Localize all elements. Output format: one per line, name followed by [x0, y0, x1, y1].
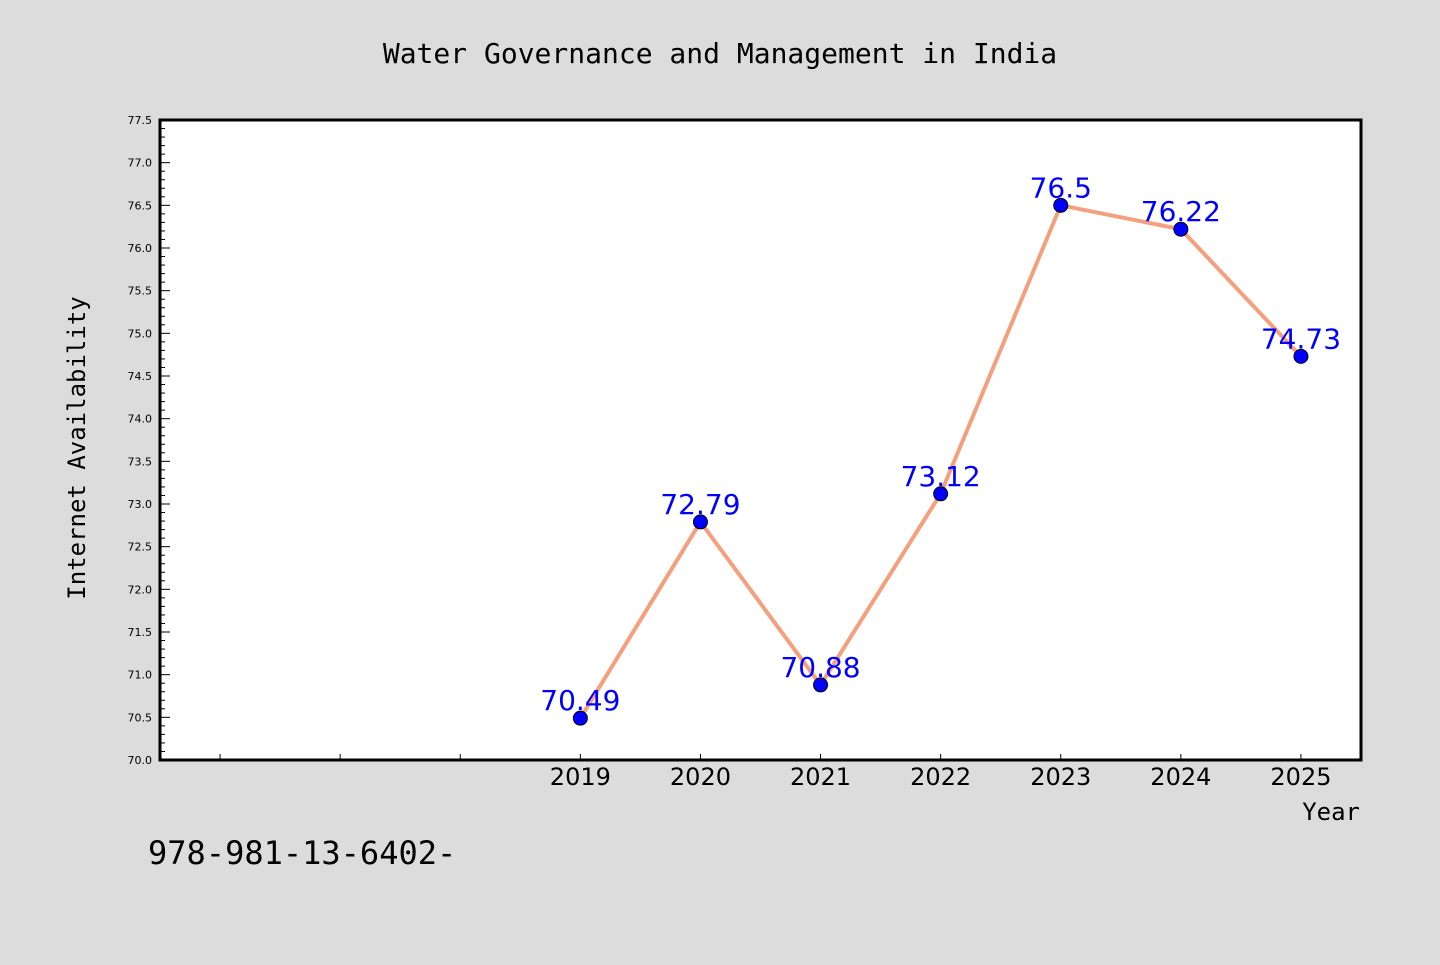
footer-code: 978-981-13-6402- [148, 834, 456, 872]
data-point [572, 710, 588, 726]
y-tick-label: 74.0 [128, 413, 153, 426]
y-tick-label: 70.5 [128, 711, 153, 724]
plot-frame [158, 118, 1363, 762]
data-label: 76.5 [1030, 171, 1092, 204]
y-tick-label: 77.0 [128, 157, 153, 170]
y-tick-label: 76.5 [128, 199, 153, 212]
y-tick-label: 73.5 [128, 455, 153, 468]
data-label: 74.73 [1261, 322, 1341, 355]
y-tick-label: 70.0 [128, 754, 153, 767]
y-axis-label: Internet Availability [63, 296, 91, 599]
y-axis: 70.0 70.5 71.0 71.5 72.0 72.5 73.0 73.5 74.0 74.5… [128, 114, 170, 767]
data-point [1293, 348, 1309, 364]
y-tick-label: 72.5 [128, 541, 153, 554]
data-label: 73.12 [901, 460, 981, 493]
y-tick-label: 72.0 [128, 583, 153, 596]
y-tick-label: 76.0 [128, 242, 153, 255]
data-label: 72.79 [660, 488, 740, 521]
x-axis: 2019 2020 2021 2022 2023 2024 2025 [219, 754, 1331, 791]
data-label: 70.49 [540, 684, 620, 717]
x-tick-label: 2024 [1150, 763, 1211, 791]
y-tick-label: 75.5 [128, 285, 153, 298]
data-label: 70.88 [780, 651, 860, 684]
y-tick-label: 77.5 [128, 114, 153, 127]
x-tick-label: 2021 [790, 763, 851, 791]
y-tick-label: 73.0 [128, 498, 153, 511]
x-tick-label: 2025 [1270, 763, 1331, 791]
data-point [1053, 197, 1069, 213]
y-tick-label: 75.0 [128, 327, 153, 340]
chart-title: Water Governance and Management in India [383, 37, 1057, 70]
y-tick-label: 71.0 [128, 669, 153, 682]
x-tick-label: 2020 [670, 763, 731, 791]
series-layer: 70.49 72.79 70.88 73.12 76.5 76.22 74.73 [540, 171, 1341, 726]
data-point [933, 486, 949, 502]
data-point [1173, 221, 1189, 237]
x-tick-label: 2019 [550, 763, 611, 791]
x-tick-label: 2023 [1030, 763, 1091, 791]
data-point [813, 677, 829, 693]
data-point [692, 514, 708, 530]
y-tick-label: 71.5 [128, 626, 153, 639]
x-tick-label: 2022 [910, 763, 971, 791]
data-label: 76.22 [1141, 195, 1221, 228]
y-tick-label: 74.5 [128, 370, 153, 383]
x-axis-label: Year [1302, 798, 1360, 826]
